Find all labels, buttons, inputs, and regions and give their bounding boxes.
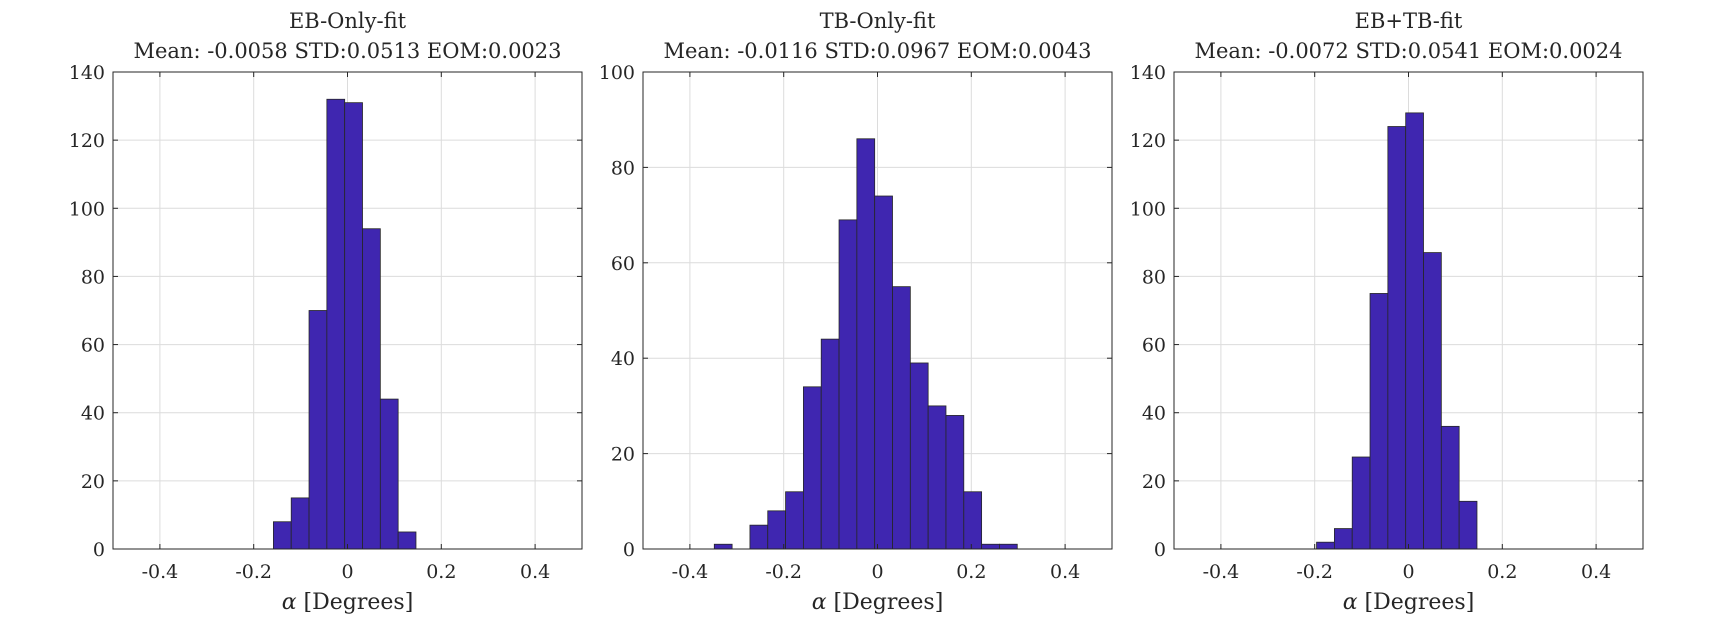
y-tick-label: 40 [611, 348, 635, 370]
histogram-bar [927, 405, 947, 550]
x-axis-label: α [Degrees] [282, 590, 414, 615]
y-tick-label: 60 [611, 253, 635, 275]
histogram-bar [785, 491, 804, 550]
histogram-bar [713, 543, 733, 550]
chart-subtitle: Mean: -0.0058 STD:0.0513 EOM:0.0023 [133, 39, 561, 63]
x-tick-label: 0.4 [520, 561, 550, 583]
x-tick-label: -0.4 [672, 561, 709, 583]
y-tick-label: 140 [1130, 62, 1166, 84]
x-axis-gap [827, 590, 834, 615]
histogram-bar [1440, 425, 1460, 550]
histogram-bar [1351, 456, 1371, 550]
chart-subtitle: Mean: -0.0116 STD:0.0967 EOM:0.0043 [663, 39, 1091, 63]
x-axis-label: α [Degrees] [812, 590, 944, 615]
histogram-bar [326, 98, 346, 550]
histogram-bar [856, 138, 876, 550]
x-tick-label: -0.4 [1203, 561, 1240, 583]
y-tick-label: 40 [1142, 403, 1166, 425]
y-tick-label: 100 [1130, 198, 1166, 220]
y-tick-label: 120 [1130, 130, 1166, 152]
y-tick-label: 20 [611, 444, 635, 466]
histogram-panel-3: -0.4 -0.2 0 0.2 0.4 0 20 40 60 80 100 120 140 EB+TB-f… [1130, 9, 1644, 615]
histogram-bar [963, 491, 983, 550]
histogram-bar [1405, 112, 1424, 550]
histogram-bar [1458, 500, 1478, 550]
y-tick-label: 100 [69, 198, 105, 220]
histogram-bar [1333, 528, 1353, 550]
x-axis-unit: [Degrees] [834, 590, 944, 615]
x-axis-unit: [Degrees] [1365, 590, 1475, 615]
y-tick-label: 0 [623, 539, 635, 561]
y-tick-label: 0 [93, 539, 105, 561]
x-axis-symbol: α [282, 590, 297, 615]
x-axis-symbol: α [812, 590, 827, 615]
chart-subtitle: Mean: -0.0072 STD:0.0541 EOM:0.0024 [1194, 39, 1622, 63]
x-axis-label: α [Degrees] [1343, 590, 1475, 615]
y-tick-label: 0 [1154, 539, 1166, 561]
histogram-bar [820, 338, 840, 550]
histogram-bar [999, 543, 1018, 550]
x-axis-unit: [Degrees] [304, 590, 414, 615]
y-tick-label: 60 [1142, 335, 1166, 357]
histogram-panel-2: -0.4 -0.2 0 0.2 0.4 0 20 40 60 80 100 TB-Only-fit Me… [599, 9, 1113, 615]
y-tick-label: 20 [1142, 471, 1166, 493]
histogram-bar [344, 102, 363, 550]
y-tick-label: 60 [81, 335, 105, 357]
histogram-bar [945, 415, 965, 550]
histogram-bar [838, 219, 858, 550]
y-tick-label: 80 [611, 157, 635, 179]
histogram-bar [1369, 293, 1389, 550]
x-tick-label: 0 [871, 561, 883, 583]
y-tick-label: 40 [81, 403, 105, 425]
histogram-bar [290, 497, 310, 550]
y-tick-label: 20 [81, 471, 105, 493]
histogram-bar [909, 362, 929, 550]
histogram-bar [1387, 126, 1407, 550]
x-axis-gap [297, 590, 304, 615]
x-tick-label: -0.2 [1296, 561, 1333, 583]
x-tick-label: 0 [1402, 561, 1414, 583]
x-tick-label: 0.4 [1050, 561, 1080, 583]
histogram-bar [379, 398, 399, 550]
y-tick-label: 120 [69, 130, 105, 152]
histogram-bar [874, 195, 893, 550]
x-axis-symbol: α [1343, 590, 1358, 615]
histogram-bar [981, 543, 1000, 550]
x-tick-label: 0.2 [1487, 561, 1517, 583]
histogram-panel-1: -0.4 -0.2 0 0.2 0.4 0 20 40 60 80 100 120 140 EB-Only… [69, 9, 583, 615]
histogram-bar [397, 531, 417, 550]
x-tick-label: 0.2 [956, 561, 986, 583]
histogram-bar [272, 521, 292, 550]
x-tick-label: 0.2 [426, 561, 456, 583]
chart-title: EB-Only-fit [289, 9, 407, 33]
histogram-bar [1316, 541, 1335, 550]
histogram-bar [308, 310, 328, 550]
histogram-bar [767, 510, 786, 550]
y-tick-label: 80 [81, 266, 105, 288]
y-tick-label: 140 [69, 62, 105, 84]
x-tick-label: 0 [341, 561, 353, 583]
histogram-bar [892, 286, 911, 550]
histogram-bar [362, 228, 381, 550]
y-tick-label: 80 [1142, 266, 1166, 288]
chart-title: TB-Only-fit [820, 9, 936, 33]
x-tick-label: 0.4 [1581, 561, 1611, 583]
x-axis-gap [1358, 590, 1365, 615]
x-tick-label: -0.2 [235, 561, 272, 583]
x-tick-label: -0.2 [765, 561, 802, 583]
y-tick-label: 100 [599, 62, 635, 84]
histogram-bar [802, 386, 822, 550]
chart-title: EB+TB-fit [1355, 9, 1463, 33]
histogram-bar [749, 524, 769, 550]
x-tick-label: -0.4 [142, 561, 179, 583]
histogram-bar [1423, 252, 1442, 550]
